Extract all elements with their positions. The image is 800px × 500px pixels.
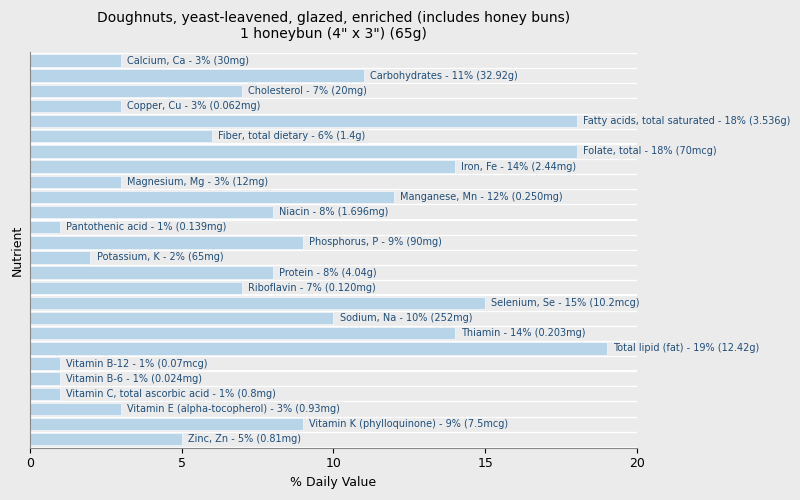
Bar — [30, 100, 121, 112]
Bar — [30, 388, 60, 400]
Text: Manganese, Mn - 12% (0.250mg): Manganese, Mn - 12% (0.250mg) — [400, 192, 563, 202]
Bar — [30, 327, 455, 340]
Bar — [30, 176, 121, 188]
Text: Protein - 8% (4.04g): Protein - 8% (4.04g) — [279, 268, 377, 278]
Text: Phosphorus, P - 9% (90mg): Phosphorus, P - 9% (90mg) — [309, 238, 442, 248]
Text: Magnesium, Mg - 3% (12mg): Magnesium, Mg - 3% (12mg) — [127, 176, 268, 186]
Bar — [30, 282, 242, 294]
Bar — [30, 115, 577, 128]
Text: Copper, Cu - 3% (0.062mg): Copper, Cu - 3% (0.062mg) — [127, 101, 260, 111]
Bar — [30, 266, 273, 279]
Text: Thiamin - 14% (0.203mg): Thiamin - 14% (0.203mg) — [461, 328, 586, 338]
X-axis label: % Daily Value: % Daily Value — [290, 476, 377, 489]
Bar — [30, 221, 60, 234]
Bar — [30, 160, 455, 173]
Bar — [30, 70, 364, 82]
Text: Pantothenic acid - 1% (0.139mg): Pantothenic acid - 1% (0.139mg) — [66, 222, 226, 232]
Bar — [30, 84, 242, 97]
Text: Niacin - 8% (1.696mg): Niacin - 8% (1.696mg) — [279, 207, 388, 217]
Text: Vitamin B-6 - 1% (0.024mg): Vitamin B-6 - 1% (0.024mg) — [66, 374, 202, 384]
Bar — [30, 145, 577, 158]
Bar — [30, 403, 121, 415]
Bar — [30, 342, 607, 354]
Bar — [30, 312, 334, 324]
Text: Vitamin E (alpha-tocopherol) - 3% (0.93mg): Vitamin E (alpha-tocopherol) - 3% (0.93m… — [127, 404, 340, 414]
Bar — [30, 358, 60, 370]
Text: Carbohydrates - 11% (32.92g): Carbohydrates - 11% (32.92g) — [370, 70, 518, 81]
Text: Riboflavin - 7% (0.120mg): Riboflavin - 7% (0.120mg) — [249, 283, 376, 293]
Text: Vitamin C, total ascorbic acid - 1% (0.8mg): Vitamin C, total ascorbic acid - 1% (0.8… — [66, 389, 276, 399]
Text: Vitamin K (phylloquinone) - 9% (7.5mcg): Vitamin K (phylloquinone) - 9% (7.5mcg) — [309, 419, 508, 429]
Text: Potassium, K - 2% (65mg): Potassium, K - 2% (65mg) — [97, 252, 223, 262]
Bar — [30, 372, 60, 385]
Bar — [30, 130, 212, 142]
Bar — [30, 54, 121, 66]
Bar — [30, 296, 486, 309]
Text: Total lipid (fat) - 19% (12.42g): Total lipid (fat) - 19% (12.42g) — [613, 344, 759, 353]
Text: Cholesterol - 7% (20mg): Cholesterol - 7% (20mg) — [249, 86, 367, 96]
Bar — [30, 252, 90, 264]
Bar — [30, 236, 303, 248]
Title: Doughnuts, yeast-leavened, glazed, enriched (includes honey buns)
1 honeybun (4": Doughnuts, yeast-leavened, glazed, enric… — [97, 11, 570, 42]
Bar — [30, 433, 182, 446]
Text: Folate, total - 18% (70mcg): Folate, total - 18% (70mcg) — [582, 146, 716, 156]
Bar — [30, 206, 273, 218]
Y-axis label: Nutrient: Nutrient — [11, 224, 24, 276]
Text: Iron, Fe - 14% (2.44mg): Iron, Fe - 14% (2.44mg) — [461, 162, 576, 172]
Bar — [30, 190, 394, 203]
Text: Vitamin B-12 - 1% (0.07mcg): Vitamin B-12 - 1% (0.07mcg) — [66, 358, 208, 368]
Text: Fiber, total dietary - 6% (1.4g): Fiber, total dietary - 6% (1.4g) — [218, 132, 366, 141]
Text: Selenium, Se - 15% (10.2mcg): Selenium, Se - 15% (10.2mcg) — [491, 298, 640, 308]
Bar — [30, 418, 303, 430]
Text: Fatty acids, total saturated - 18% (3.536g): Fatty acids, total saturated - 18% (3.53… — [582, 116, 790, 126]
Text: Calcium, Ca - 3% (30mg): Calcium, Ca - 3% (30mg) — [127, 56, 249, 66]
Text: Sodium, Na - 10% (252mg): Sodium, Na - 10% (252mg) — [339, 313, 472, 323]
Text: Zinc, Zn - 5% (0.81mg): Zinc, Zn - 5% (0.81mg) — [188, 434, 301, 444]
